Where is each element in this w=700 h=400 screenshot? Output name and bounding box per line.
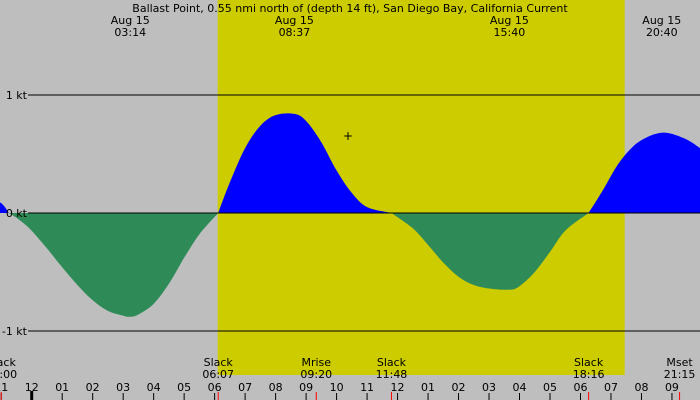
bottom-event-label-0: Slack: [0, 356, 16, 369]
x-tick-label-1: 12: [25, 381, 39, 394]
x-axis: 11 12 01 02 03 04 05 06 07 08 09 10 11 12 01 02 03 04 05 06…: [0, 381, 681, 400]
top-event-date-0: Aug 15: [111, 14, 150, 27]
x-tick-label-18: 05: [543, 381, 557, 394]
top-event-time-1: 08:37: [279, 26, 311, 39]
x-tick-label-6: 05: [177, 381, 191, 394]
ebb-area-3: [391, 213, 589, 290]
y-axis-labels: 1 kt 0 kt -1 kt: [2, 89, 28, 338]
top-event-date-1: Aug 15: [275, 14, 314, 27]
bottom-event-label-5: Mset: [666, 356, 693, 369]
x-tick-label-0: 11: [0, 381, 8, 394]
x-tick-label-5: 04: [147, 381, 161, 394]
x-tick-label-12: 11: [360, 381, 374, 394]
y-tick-label-0: 0 kt: [6, 207, 28, 220]
top-event-time-3: 20:40: [646, 26, 678, 39]
top-event-date-3: Aug 15: [642, 14, 681, 27]
ebb-area-1: [8, 213, 219, 317]
x-tick-label-17: 04: [513, 381, 527, 394]
top-event-date-2: Aug 15: [490, 14, 529, 27]
flood-area-4: [588, 132, 700, 213]
bottom-event-time-3: 11:48: [376, 368, 408, 381]
bottom-event-labels: Slack23:00Slack06:07Mrise09:20Slack11:48…: [0, 356, 695, 381]
flood-area-0: [0, 202, 9, 213]
cursor-marker: +: [343, 129, 353, 143]
x-tick-label-8: 07: [238, 381, 252, 394]
x-tick-label-21: 08: [634, 381, 648, 394]
top-event-time-0: 03:14: [114, 26, 146, 39]
bottom-event-label-4: Slack: [574, 356, 604, 369]
x-tick-label-3: 02: [86, 381, 100, 394]
x-tick-label-13: 12: [391, 381, 405, 394]
x-tick-label-15: 02: [452, 381, 466, 394]
flood-area-2: [218, 113, 392, 213]
current-fill-areas: [0, 113, 700, 317]
x-tick-label-19: 06: [573, 381, 587, 394]
chart-title: Ballast Point, 0.55 nmi north of (depth …: [132, 2, 568, 15]
x-tick-label-2: 01: [55, 381, 69, 394]
y-tick-label--1: -1 kt: [2, 325, 28, 338]
x-tick-label-10: 09: [299, 381, 313, 394]
bottom-event-label-2: Mrise: [301, 356, 331, 369]
bottom-event-time-5: 21:15: [664, 368, 696, 381]
x-tick-label-16: 03: [482, 381, 496, 394]
bottom-event-time-1: 06:07: [202, 368, 234, 381]
bottom-event-label-3: Slack: [377, 356, 407, 369]
x-tick-label-20: 07: [604, 381, 618, 394]
x-tick-label-4: 03: [116, 381, 130, 394]
x-tick-label-7: 06: [208, 381, 222, 394]
bottom-event-label-1: Slack: [204, 356, 234, 369]
x-tick-label-11: 10: [330, 381, 344, 394]
x-tick-label-22: 09: [665, 381, 679, 394]
bottom-event-time-4: 18:16: [573, 368, 605, 381]
x-tick-label-9: 08: [269, 381, 283, 394]
horizontal-reference-lines: [28, 94, 700, 332]
top-event-time-2: 15:40: [494, 26, 526, 39]
bottom-event-time-0: 23:00: [0, 368, 17, 381]
x-tick-label-14: 01: [421, 381, 435, 394]
y-tick-label-1: 1 kt: [6, 89, 28, 102]
bottom-event-time-2: 09:20: [300, 368, 332, 381]
